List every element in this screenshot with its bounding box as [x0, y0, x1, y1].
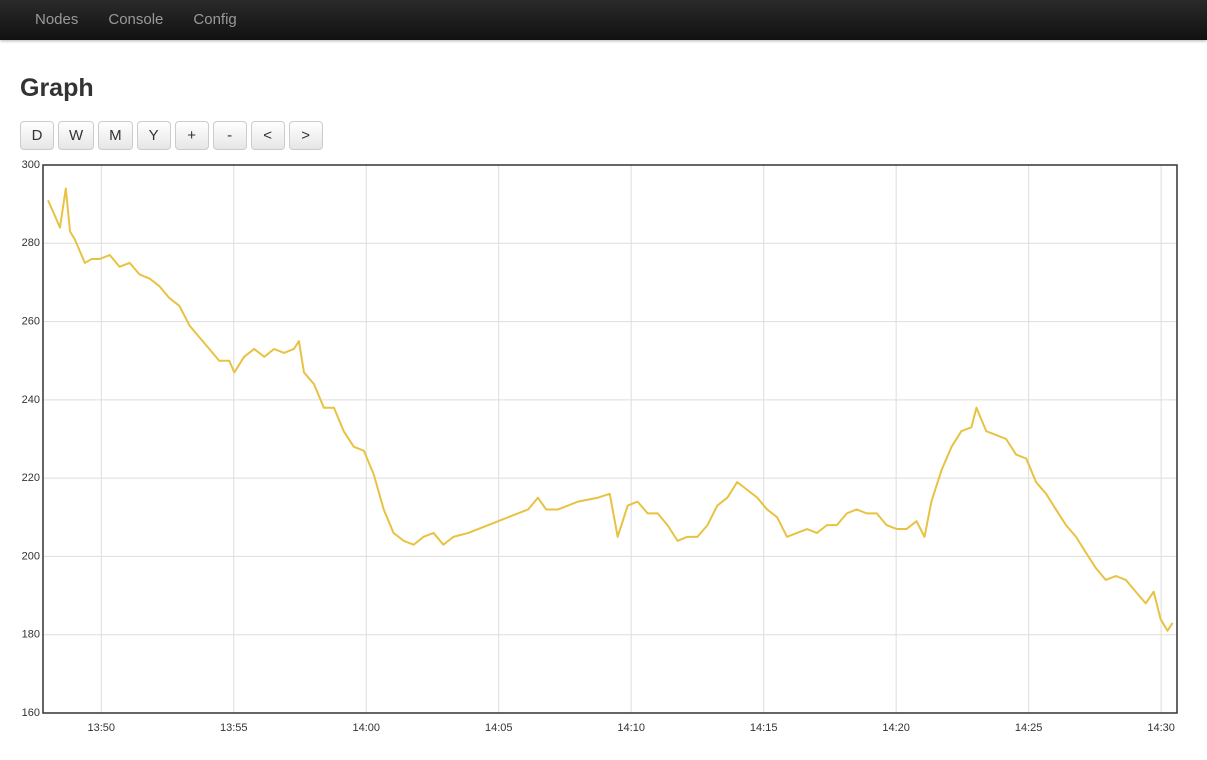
graph-button[interactable]: D — [20, 121, 54, 150]
y-tick-label: 300 — [22, 159, 40, 171]
nav-link[interactable]: Config — [193, 11, 237, 28]
button-bar: D W M Y + - < > — [20, 121, 323, 150]
graph-button[interactable]: M — [98, 121, 133, 150]
x-tick-label: 13:55 — [220, 722, 248, 734]
y-tick-label: 180 — [22, 629, 40, 641]
y-tick-label: 160 — [22, 707, 40, 719]
data-line — [47, 187, 1174, 632]
navbar: Nodes Console Config — [0, 0, 1207, 40]
x-tick-label: 14:15 — [750, 722, 778, 734]
y-tick-label: 280 — [22, 237, 40, 249]
x-tick-label: 14:00 — [352, 722, 380, 734]
graph-button[interactable]: Y — [136, 121, 171, 150]
nav-link[interactable]: Console — [108, 11, 164, 28]
x-tick-label: 14:30 — [1147, 722, 1175, 734]
graph-button[interactable]: W — [58, 121, 95, 150]
x-tick-label: 14:25 — [1015, 722, 1043, 734]
x-tick-label: 13:50 — [88, 722, 116, 734]
page-heading: Graph — [20, 74, 94, 102]
graph-button[interactable]: < — [250, 121, 285, 150]
x-tick-label: 14:20 — [882, 722, 910, 734]
x-tick-label: 14:05 — [485, 722, 513, 734]
y-tick-label: 220 — [22, 472, 40, 484]
x-tick-label: 14:10 — [617, 722, 645, 734]
graph-button[interactable]: - — [212, 121, 247, 150]
y-tick-label: 200 — [22, 550, 40, 562]
chart: 160 180 200 220 240 260 280 300 13:50 13:55 14:00 1… — [22, 159, 1178, 734]
y-tick-label: 240 — [22, 394, 40, 406]
y-tick-label: 260 — [22, 315, 40, 327]
nav-link[interactable]: Nodes — [35, 11, 79, 28]
graph-button[interactable]: + — [174, 121, 209, 150]
graph-button[interactable]: > — [288, 121, 323, 150]
plot-frame — [42, 164, 1178, 714]
